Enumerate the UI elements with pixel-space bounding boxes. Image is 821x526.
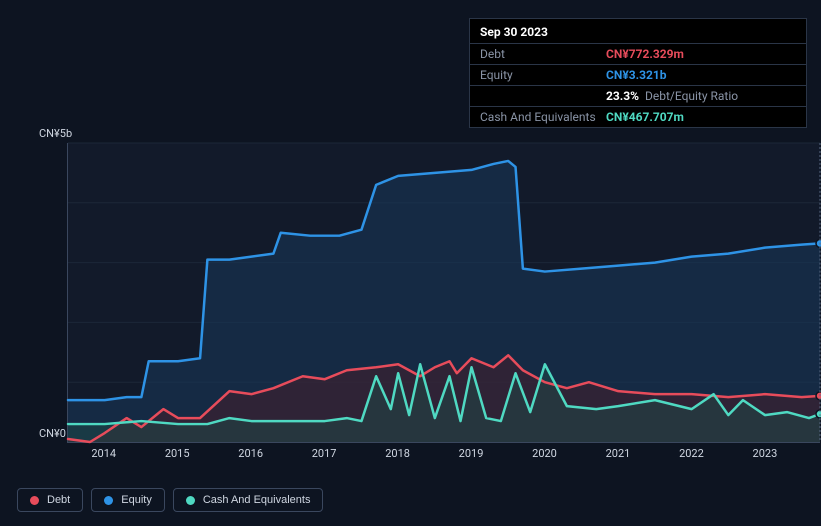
x-axis-ticks: 2014 2015 2016 2017 2018 2019 2020 2021 2022 2023 [67,447,820,463]
tooltip-row-debt: Debt CN¥772.329m [470,43,806,64]
x-tick: 2022 [679,447,704,460]
legend-label: Cash And Equivalents [203,494,311,506]
chart-tooltip: Sep 30 2023 Debt CN¥772.329m Equity CN¥3… [469,18,807,128]
x-tick: 2017 [312,447,337,460]
tooltip-row-ratio: 23.3% Debt/Equity Ratio [470,85,806,106]
tooltip-date: Sep 30 2023 [470,19,806,43]
x-tick: 2019 [459,447,484,460]
legend-label: Debt [47,494,70,506]
y-axis-label-top: CN¥5b [39,127,72,140]
tooltip-value: CN¥772.329m [606,47,684,61]
chart-plot[interactable] [67,143,820,443]
x-tick: 2020 [532,447,557,460]
tooltip-label: Cash And Equivalents [480,110,606,124]
legend-item-cash[interactable]: Cash And Equivalents [173,488,324,512]
chart-svg [68,143,820,442]
circle-icon [186,496,195,505]
legend-item-equity[interactable]: Equity [91,488,165,512]
tooltip-value: CN¥3.321b [606,68,667,82]
tooltip-sublabel: Debt/Equity Ratio [645,89,738,103]
chart: CN¥5b CN¥0 2014 2015 2016 2017 2018 2019 2020 2… [17,123,805,473]
x-tick: 2015 [165,447,190,460]
x-tick: 2018 [385,447,410,460]
tooltip-value: CN¥467.707m [606,110,684,124]
tooltip-label: Debt [480,47,606,61]
tooltip-row-cash: Cash And Equivalents CN¥467.707m [470,106,806,127]
x-tick: 2021 [606,447,631,460]
tooltip-row-equity: Equity CN¥3.321b [470,64,806,85]
x-tick: 2023 [753,447,778,460]
y-axis-label-bottom: CN¥0 [39,427,66,440]
legend: Debt Equity Cash And Equivalents [17,488,323,512]
circle-icon [30,496,39,505]
legend-item-debt[interactable]: Debt [17,488,83,512]
legend-label: Equity [121,494,152,506]
circle-icon [104,496,113,505]
tooltip-value: 23.3% [606,89,639,103]
x-tick: 2014 [91,447,116,460]
tooltip-label: Equity [480,68,606,82]
x-tick: 2016 [238,447,263,460]
